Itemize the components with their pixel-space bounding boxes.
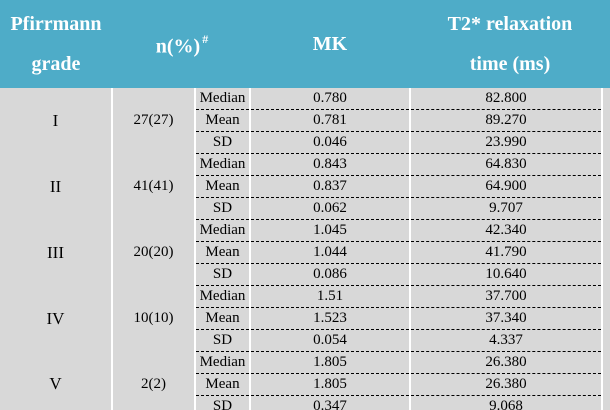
data-table: I 27(27) Median 0.780 82.800 Mean 0.781 89.270 S… xyxy=(0,88,603,410)
table-row: Mean 1.523 37.340 xyxy=(0,307,603,330)
t2-value-cell: 64.830 xyxy=(409,153,603,176)
t2-value-cell: 37.340 xyxy=(409,307,603,330)
stat-label-cell: SD xyxy=(194,197,250,220)
table-header-row: Pfirrmann grade n(%) # MK T2* relaxation … xyxy=(0,0,610,88)
grade-cell: I xyxy=(52,110,59,130)
stat-label-cell: Mean xyxy=(194,307,250,330)
header-t2-line1: T2* relaxation xyxy=(447,13,573,35)
header-pfirrmann-grade: Pfirrmann grade xyxy=(0,13,112,75)
t2-value-cell: 10.640 xyxy=(409,263,603,286)
header-t2-line2: time (ms) xyxy=(469,53,551,75)
n-cell: 27(27) xyxy=(111,88,195,154)
n-cell: 41(41) xyxy=(111,153,195,220)
mk-value-cell: 1.523 xyxy=(249,307,410,330)
stat-label-cell: Median xyxy=(194,351,250,374)
table-row: V 2(2) Median 1.805 26.380 xyxy=(0,351,603,410)
mk-value-cell: 0.781 xyxy=(249,109,410,132)
t2-value-cell: 41.790 xyxy=(409,241,603,264)
stat-label-cell: Median xyxy=(194,88,250,110)
header-mk: MK xyxy=(312,33,348,55)
n-cell: 20(20) xyxy=(111,219,195,286)
stat-label-cell: Mean xyxy=(194,175,250,198)
mk-value-cell: 1.045 xyxy=(249,219,410,242)
table-row: I 27(27) Median 0.780 82.800 xyxy=(0,88,603,154)
grade-cell: V xyxy=(49,374,62,394)
header-pfirrmann-line1: Pfirrmann xyxy=(10,13,102,35)
header-pfirrmann-line2: grade xyxy=(31,53,81,75)
header-n-percent: n(%) # xyxy=(155,32,209,58)
table-row: III 20(20) Median 1.045 42.340 xyxy=(0,219,603,286)
stat-label-cell: SD xyxy=(194,131,250,154)
mk-value-cell: 0.054 xyxy=(249,329,410,352)
stat-label-cell: Mean xyxy=(194,373,250,396)
stat-label-cell: Mean xyxy=(194,241,250,264)
stat-label-cell: SD xyxy=(194,329,250,352)
table-row: SD 0.086 10.640 xyxy=(0,263,603,286)
stat-label-cell: Median xyxy=(194,219,250,242)
stat-label-cell: SD xyxy=(194,395,250,410)
stat-label-cell: Mean xyxy=(194,109,250,132)
table-row: SD 0.054 4.337 xyxy=(0,329,603,352)
mk-value-cell: 0.780 xyxy=(249,88,410,110)
t2-value-cell: 26.380 xyxy=(409,351,603,374)
mk-value-cell: 1.51 xyxy=(249,285,410,308)
table-row: SD 0.062 9.707 xyxy=(0,197,603,220)
mk-value-cell: 1.805 xyxy=(249,373,410,396)
mk-value-cell: 0.062 xyxy=(249,197,410,220)
table-row: SD 0.046 23.990 xyxy=(0,131,603,154)
stat-label-cell: Median xyxy=(194,153,250,176)
stat-label-cell: Median xyxy=(194,285,250,308)
table-row: SD 0.347 9.068 xyxy=(0,395,603,410)
table-row: IV 10(10) Median 1.51 37.700 xyxy=(0,285,603,352)
t2-value-cell: 82.800 xyxy=(409,88,603,110)
mk-value-cell: 0.046 xyxy=(249,131,410,154)
table-row: Mean 0.837 64.900 xyxy=(0,175,603,198)
t2-value-cell: 64.900 xyxy=(409,175,603,198)
t2-value-cell: 23.990 xyxy=(409,131,603,154)
grade-cell: III xyxy=(47,242,64,262)
t2-value-cell: 9.707 xyxy=(409,197,603,220)
n-cell: 2(2) xyxy=(111,351,195,410)
mk-value-cell: 1.044 xyxy=(249,241,410,264)
t2-value-cell: 4.337 xyxy=(409,329,603,352)
stat-label-cell: SD xyxy=(194,263,250,286)
t2-value-cell: 26.380 xyxy=(409,373,603,396)
table-row: Mean 1.044 41.790 xyxy=(0,241,603,264)
t2-value-cell: 9.068 xyxy=(409,395,603,410)
grade-cell: II xyxy=(49,176,62,196)
table-row: II 41(41) Median 0.843 64.830 xyxy=(0,153,603,220)
table-row: Mean 0.781 89.270 xyxy=(0,109,603,132)
t2-value-cell: 37.700 xyxy=(409,285,603,308)
mk-value-cell: 0.086 xyxy=(249,263,410,286)
mk-value-cell: 1.805 xyxy=(249,351,410,374)
grade-cell: IV xyxy=(46,308,65,328)
mk-value-cell: 0.843 xyxy=(249,153,410,176)
header-t2-relaxation-time: T2* relaxation time (ms) xyxy=(410,13,610,75)
mk-value-cell: 0.837 xyxy=(249,175,410,198)
n-cell: 10(10) xyxy=(111,285,195,352)
footnote-marker: # xyxy=(202,32,209,47)
mk-value-cell: 0.347 xyxy=(249,395,410,410)
t2-value-cell: 89.270 xyxy=(409,109,603,132)
table-row: Mean 1.805 26.380 xyxy=(0,373,603,396)
t2-value-cell: 42.340 xyxy=(409,219,603,242)
